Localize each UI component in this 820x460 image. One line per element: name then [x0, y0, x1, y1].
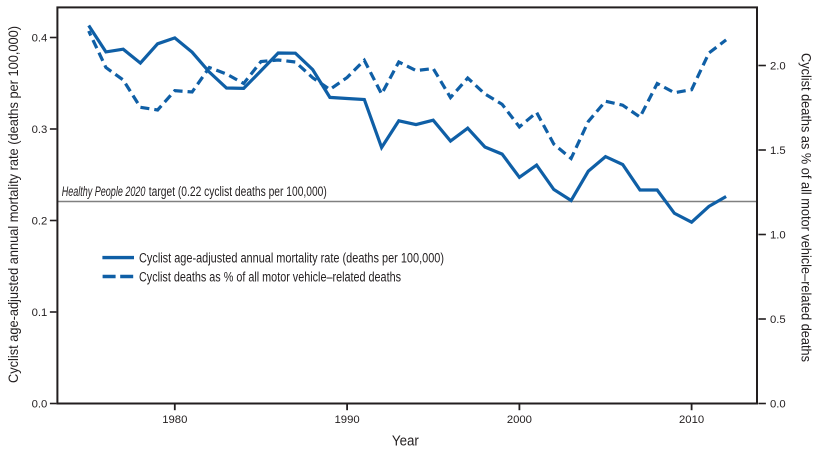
- svg-text:1990: 1990: [335, 414, 360, 426]
- svg-text:2000: 2000: [507, 414, 532, 426]
- svg-text:0.4: 0.4: [32, 33, 48, 45]
- svg-text:1.5: 1.5: [770, 145, 786, 157]
- svg-text:1.0: 1.0: [770, 230, 786, 242]
- svg-text:0.2: 0.2: [32, 216, 48, 228]
- svg-text:2010: 2010: [679, 414, 704, 426]
- svg-text:0.0: 0.0: [770, 399, 786, 411]
- svg-text:Cyclist deaths as % of all mot: Cyclist deaths as % of all motor vehicle…: [139, 270, 401, 285]
- svg-text:Cyclist age-adjusted annual mo: Cyclist age-adjusted annual mortality ra…: [139, 250, 444, 265]
- svg-text:Year: Year: [392, 434, 419, 450]
- svg-text:0.3: 0.3: [32, 124, 48, 136]
- svg-text:2.0: 2.0: [770, 61, 786, 73]
- svg-text:0.1: 0.1: [32, 307, 48, 319]
- svg-text:0.0: 0.0: [32, 399, 48, 411]
- svg-text:0.5: 0.5: [770, 314, 786, 326]
- svg-text:Cyclist deaths as % of all mot: Cyclist deaths as % of all motor vehicle…: [798, 53, 814, 362]
- svg-text:Cyclist age-adjusted annual mo: Cyclist age-adjusted annual mortality ra…: [5, 26, 21, 383]
- svg-text:1980: 1980: [162, 414, 187, 426]
